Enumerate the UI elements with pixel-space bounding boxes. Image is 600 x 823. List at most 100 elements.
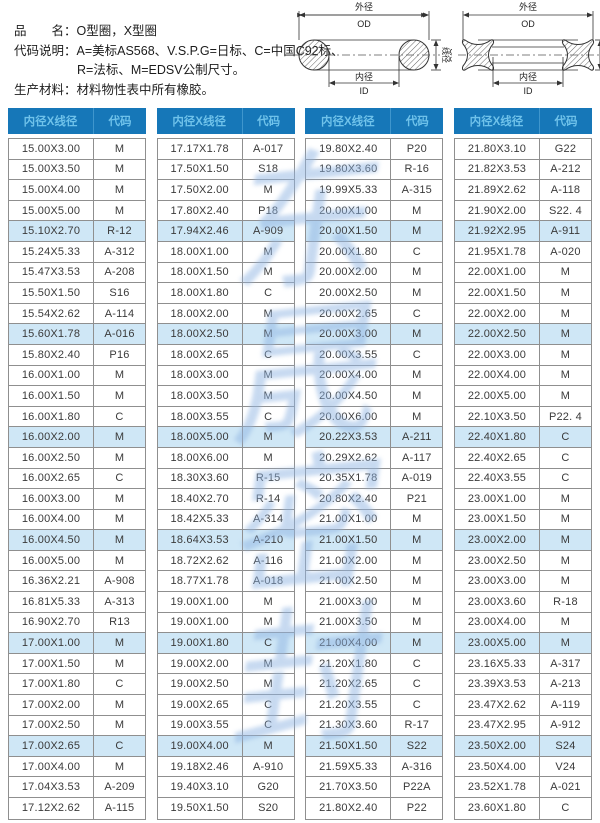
table-row: 20.00X4.00 M: [306, 365, 443, 387]
size-cell: 21.00X2.00: [319, 554, 378, 567]
code-cell: M: [390, 530, 442, 550]
table-row: 21.20X2.65 C: [306, 674, 443, 696]
table-row: 20.00X6.00 M: [306, 406, 443, 428]
table-row: 20.22X3.53 A-211: [306, 427, 443, 448]
table-row: 23.16X5.33 A-317: [454, 653, 591, 675]
table-row: 15.60X1.78 A-016: [9, 324, 145, 345]
size-cell: 23.00X2.00: [467, 534, 527, 547]
code-cell: M: [538, 303, 591, 324]
size-cell: 21.89X2.62: [467, 183, 527, 196]
size-cell: 20.29X2.62: [319, 451, 378, 464]
size-cell: 18.00X2.65: [170, 348, 229, 361]
table-row: 22.00X1.50 M: [454, 283, 591, 304]
table-row: 20.00X2.00 M: [306, 262, 443, 284]
code-cell: S16: [93, 283, 145, 303]
size-cell: 23.52X1.78: [467, 781, 527, 794]
code-cell: M: [93, 200, 145, 221]
table-row: 15.54X2.62 A-114: [9, 303, 145, 325]
code-cell: A-312: [93, 241, 145, 262]
size-column-header: 内径X线径: [23, 116, 78, 128]
size-cell: 21.92X2.95: [467, 225, 527, 238]
code-cell: C: [241, 695, 294, 715]
code-cell: G20: [241, 777, 294, 797]
code-cell: M: [93, 715, 145, 736]
table-row: 23.00X3.60 R-18: [454, 592, 591, 613]
size-cell: 21.50X1.50: [319, 740, 378, 753]
table-row: 21.92X2.95 A-911: [454, 221, 591, 242]
table-row: 23.00X4.00 M: [454, 612, 591, 634]
table-row: 16.00X2.50 M: [9, 447, 145, 469]
code-cell: A-314: [241, 509, 294, 530]
table-row: 21.90X2.00 S22. 4: [454, 200, 591, 222]
size-table-column-1: 内径X线径 代码 15.00X3.00 M 15.00X3.50 M 15.00X4.0…: [8, 108, 146, 820]
size-cell: 18.77X1.78: [170, 575, 229, 588]
table-row: 18.64X3.53 A-210: [157, 530, 294, 551]
size-cell: 23.00X3.60: [467, 595, 527, 608]
table-row: 21.00X3.00 M: [306, 592, 443, 613]
size-cell: 16.81X5.33: [21, 595, 81, 608]
code-cell: C: [93, 406, 145, 427]
table-row: 19.00X2.00 M: [157, 653, 294, 675]
size-cell: 16.00X1.80: [21, 410, 81, 423]
code-cell: M: [241, 303, 294, 324]
table-row: 17.00X2.00 M: [9, 695, 145, 716]
size-cell: 18.00X3.50: [170, 389, 229, 402]
code-cell: C: [390, 653, 442, 674]
table-row: 23.00X1.00 M: [454, 489, 591, 510]
table-row: 18.00X2.00 M: [157, 303, 294, 325]
table-row: 20.00X1.80 C: [306, 241, 443, 263]
code-cell: M: [241, 653, 294, 674]
od-label-cn: 外径: [355, 1, 373, 12]
size-cell: 22.40X3.55: [467, 472, 527, 485]
code-cell: M: [390, 324, 442, 344]
table-row: 17.80X2.40 P18: [157, 200, 294, 222]
table-row: 19.00X1.00 M: [157, 592, 294, 613]
table-row: 21.82X3.53 A-212: [454, 159, 591, 181]
table-row: 15.80X2.40 P16: [9, 344, 145, 366]
code-cell: M: [93, 159, 145, 180]
code-column-header: 代码: [241, 108, 295, 134]
id-label-cn: 内径: [519, 71, 537, 82]
size-cell: 17.00X1.80: [21, 678, 81, 691]
code-column-header: 代码: [390, 108, 443, 134]
size-cell: 17.12X2.62: [21, 802, 81, 815]
size-cell: 16.90X2.70: [21, 616, 81, 629]
code-cell: M: [241, 262, 294, 283]
size-cell: 23.47X2.62: [467, 698, 527, 711]
code-cell: A-209: [93, 777, 145, 797]
size-cell: 19.00X2.50: [170, 678, 229, 691]
size-cell: 18.00X3.00: [170, 369, 229, 382]
code-cell: M: [538, 612, 591, 633]
code-cell: C: [538, 447, 591, 468]
table-row: 19.99X5.33 A-315: [306, 180, 443, 201]
code-cell: M: [241, 324, 294, 344]
size-table-column-4: 内径X线径 代码 21.80X3.10 G22 21.82X3.53 A-212 21.…: [453, 108, 592, 820]
code-cell: M: [241, 427, 294, 447]
size-cell: 22.00X4.00: [467, 369, 527, 382]
code-cell: R-12: [93, 221, 145, 241]
size-cell: 18.72X2.62: [170, 554, 229, 567]
code-cell: C: [538, 427, 591, 447]
code-cell: A-213: [538, 674, 591, 695]
table-row: 23.00X5.00 M: [454, 633, 591, 654]
size-cell: 18.00X6.00: [170, 451, 229, 464]
code-cell: A-911: [538, 221, 591, 241]
size-cell: 15.24X5.33: [21, 245, 81, 258]
code-cell: M: [93, 530, 145, 550]
code-cell: M: [241, 447, 294, 468]
table-row: 19.00X3.55 C: [157, 715, 294, 737]
size-cell: 19.00X3.55: [170, 719, 229, 732]
table-row: 19.18X2.46 A-910: [157, 756, 294, 778]
size-cell: 23.00X1.00: [467, 492, 527, 505]
code-cell: S24: [538, 736, 591, 756]
code-cell: M: [538, 283, 591, 303]
code-cell: M: [93, 550, 145, 571]
table-row: 21.95X1.78 A-020: [454, 241, 591, 263]
code-cell: M: [390, 612, 442, 633]
size-cell: 16.00X4.50: [21, 534, 81, 547]
size-cell: 15.60X1.78: [21, 328, 81, 341]
code-cell: M: [93, 180, 145, 200]
size-cell: 19.50X1.50: [170, 802, 229, 815]
table-row: 18.00X2.50 M: [157, 324, 294, 345]
code-cell: R-15: [241, 468, 294, 489]
